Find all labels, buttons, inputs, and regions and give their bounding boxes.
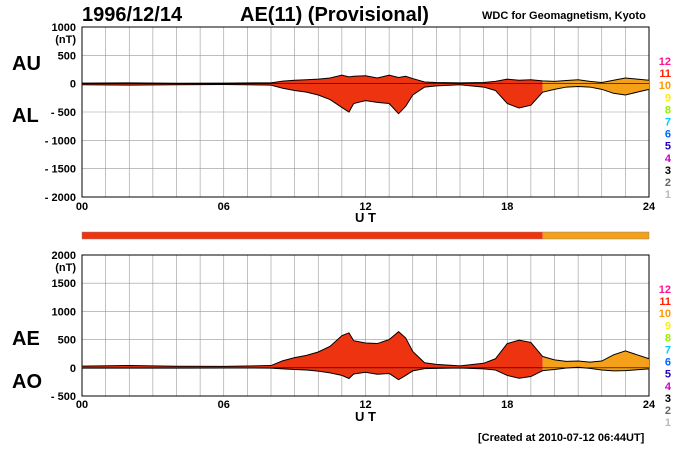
x-tick-label: 12: [359, 399, 371, 411]
count-legend-12: 12: [659, 284, 671, 296]
data-source: WDC for Geomagnetism, Kyoto: [482, 10, 646, 22]
count-legend-12: 12: [659, 56, 671, 68]
count-legend-5: 5: [665, 369, 671, 381]
x-tick-label: 00: [76, 201, 88, 213]
count-legend-5: 5: [665, 141, 671, 153]
created-timestamp: [Created at 2010-07-12 06:44UT]: [478, 432, 645, 444]
count-legend-6: 6: [665, 129, 671, 141]
count-legend-10: 10: [659, 80, 671, 92]
x-tick-label: 24: [643, 399, 656, 411]
plot-frame: [81, 26, 650, 198]
y-tick-label: 1000: [52, 306, 76, 318]
station-bar-frame: [81, 231, 650, 240]
au-series-line: [81, 74, 650, 84]
al-series-line: [81, 84, 650, 115]
count-legend-9: 9: [665, 320, 671, 332]
chart-date: 1996/12/14: [82, 4, 183, 26]
y-tick-label: - 2000: [45, 192, 76, 204]
x-tick-label: 24: [643, 201, 656, 213]
count-legend-4: 4: [665, 381, 672, 393]
x-tick-label: 12: [359, 201, 371, 213]
x-tick-label: 00: [76, 399, 88, 411]
station-bar-segment: [542, 232, 649, 239]
series-label-al: AL: [12, 105, 39, 127]
y-tick-label: - 1500: [45, 164, 76, 176]
series-label-ae: AE: [12, 328, 40, 350]
x-tick-label: 18: [501, 201, 513, 213]
y-tick-label: - 500: [51, 107, 76, 119]
count-legend-8: 8: [665, 104, 671, 116]
plot-frame: [81, 254, 650, 397]
count-legend-3: 3: [665, 393, 671, 405]
count-legend-6: 6: [665, 357, 671, 369]
ae-ao-area-fill: [542, 350, 649, 371]
y-tick-label: 500: [58, 335, 76, 347]
count-legend-1: 1: [665, 417, 671, 429]
y-tick-label: - 1000: [45, 135, 76, 147]
count-legend-9: 9: [665, 92, 671, 104]
y-tick-label: - 500: [51, 391, 76, 403]
ae-ao-area-fill: [82, 331, 543, 380]
y-axis-unit: (nT): [55, 262, 76, 274]
y-axis-unit: (nT): [55, 34, 76, 46]
series-label-ao: AO: [12, 371, 42, 393]
y-tick-label: 2000: [52, 250, 76, 262]
chart-title: AE(11) (Provisional): [240, 4, 429, 26]
count-legend-4: 4: [665, 153, 672, 165]
au-al-area-fill: [82, 75, 543, 114]
y-tick-label: 1500: [52, 278, 76, 290]
x-axis-label: U T: [355, 210, 376, 225]
count-legend-7: 7: [665, 117, 671, 129]
count-legend-11: 11: [659, 296, 671, 308]
count-legend-1: 1: [665, 189, 671, 201]
x-tick-label: 06: [218, 201, 230, 213]
count-legend-11: 11: [659, 68, 671, 80]
ao-series-line: [82, 366, 650, 381]
count-legend-2: 2: [665, 405, 671, 417]
station-bar-segment: [82, 232, 543, 239]
y-tick-label: 0: [70, 79, 76, 91]
y-tick-label: 0: [70, 363, 76, 375]
au-al-area-fill: [542, 78, 649, 95]
y-tick-label: 1000: [52, 22, 76, 34]
x-tick-label: 18: [501, 399, 513, 411]
count-legend-8: 8: [665, 332, 671, 344]
count-legend-2: 2: [665, 177, 671, 189]
x-axis-label: U T: [355, 409, 376, 424]
count-legend-10: 10: [659, 308, 671, 320]
ae-series-line: [81, 331, 650, 367]
count-legend-3: 3: [665, 165, 671, 177]
x-tick-label: 06: [218, 399, 230, 411]
series-label-au: AU: [12, 53, 41, 75]
y-tick-label: 500: [58, 50, 76, 62]
count-legend-7: 7: [665, 345, 671, 357]
